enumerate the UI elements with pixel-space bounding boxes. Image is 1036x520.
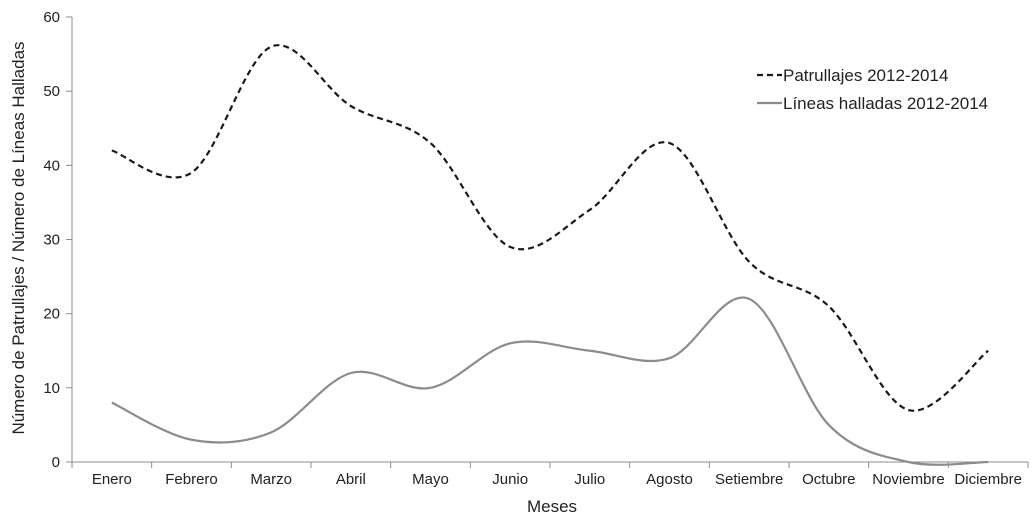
x-tick-label: Agosto bbox=[646, 471, 693, 488]
legend-label: Líneas halladas 2012-2014 bbox=[783, 94, 988, 113]
x-tick-label: Abril bbox=[336, 471, 366, 488]
y-tick-label: 0 bbox=[52, 454, 60, 471]
x-tick-label: Enero bbox=[92, 471, 132, 488]
y-axis-title: Número de Patrullajes / Número de Líneas… bbox=[9, 41, 28, 434]
series-layer bbox=[111, 44, 989, 466]
series-line-2 bbox=[111, 296, 989, 466]
x-tick-label: Octubre bbox=[802, 471, 855, 488]
x-axis-title: Meses bbox=[527, 497, 577, 516]
x-axis: Enero Febrero Marzo Abril Mayo Junio Julio Agos… bbox=[71, 461, 1029, 488]
y-tick-label: 50 bbox=[43, 83, 60, 100]
x-tick-label: Diciembre bbox=[954, 471, 1022, 488]
x-tick-label: Julio bbox=[574, 471, 605, 488]
x-tick-label: Febrero bbox=[165, 471, 218, 488]
y-tick-label: 10 bbox=[43, 380, 60, 397]
x-tick-label: Marzo bbox=[250, 471, 292, 488]
x-tick-label: Noviembre bbox=[872, 471, 945, 488]
series-line-1 bbox=[111, 44, 989, 412]
legend: Patrullajes 2012-2014 Líneas halladas 201… bbox=[757, 66, 988, 113]
y-tick-label: 20 bbox=[43, 306, 60, 323]
x-tick-label: Setiembre bbox=[715, 471, 783, 488]
legend-label: Patrullajes 2012-2014 bbox=[783, 66, 948, 85]
x-tick-label: Mayo bbox=[412, 471, 449, 488]
y-tick-label: 60 bbox=[43, 9, 60, 26]
x-tick-label: Junio bbox=[492, 471, 528, 488]
y-tick-label: 30 bbox=[43, 232, 60, 249]
y-tick-label: 40 bbox=[43, 157, 60, 174]
y-axis: 0 10 20 30 40 50 60 bbox=[43, 9, 73, 471]
